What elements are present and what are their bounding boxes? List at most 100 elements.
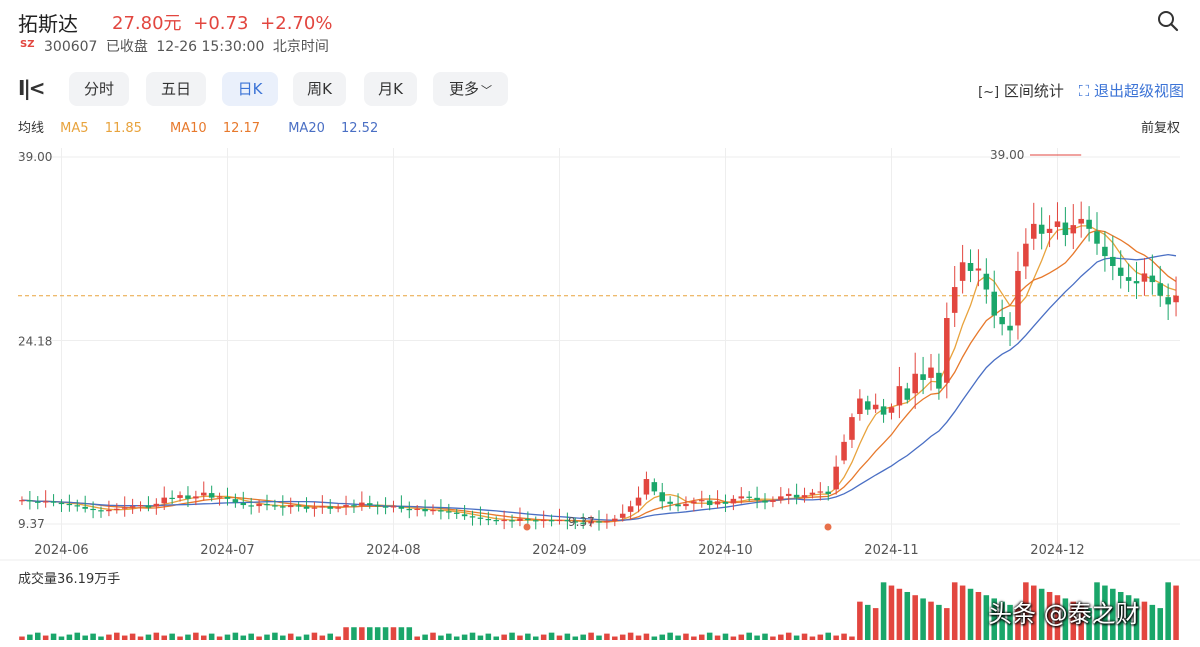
volume-bar (153, 632, 160, 640)
volume-bar (248, 633, 254, 640)
volume-bar (612, 636, 618, 640)
volume-bar (58, 636, 65, 640)
volume-bar (438, 635, 444, 640)
volume-bar (1157, 608, 1164, 640)
candle-body (414, 508, 420, 510)
volume-bar (295, 636, 302, 640)
candle-body (928, 367, 934, 378)
candle-body (50, 501, 57, 503)
volume-bar (327, 633, 334, 640)
max-label: 39.00 (990, 148, 1024, 162)
candle-body (967, 263, 974, 271)
volume-bar (762, 633, 768, 640)
exit-fullscreen-button[interactable]: ⛶ 退出超级视图 (1079, 82, 1184, 100)
volume-bar (548, 632, 555, 640)
candle-body (153, 503, 160, 507)
volume-bar (287, 633, 294, 640)
candle-body (864, 401, 871, 410)
volume-bar (1141, 601, 1148, 640)
tab-five-day[interactable]: 五日 (146, 72, 206, 106)
volume-bar (82, 635, 88, 640)
tab-more[interactable]: 更多 ﹀ (433, 72, 508, 106)
candle-body (596, 521, 602, 523)
candle-body (754, 497, 760, 501)
volume-bar (311, 632, 318, 640)
candle-body (1007, 325, 1013, 331)
candle-body (311, 507, 318, 509)
volume-bar (34, 632, 41, 640)
candle-body (627, 506, 634, 512)
volume-bar (730, 636, 737, 640)
volume-bar (967, 588, 974, 640)
kline-logo-icon: I|< (18, 76, 45, 100)
candle-body (208, 493, 215, 498)
candle-body (501, 519, 507, 522)
volume-bar (667, 632, 673, 640)
volume-bar (161, 635, 168, 640)
candle-body (193, 496, 199, 499)
volume-bar (675, 635, 681, 640)
candle-body (691, 501, 697, 504)
volume-bar (303, 634, 310, 640)
tab-daily-k[interactable]: 日K (222, 72, 278, 106)
kline-chart[interactable]: 39.00 24.18 9.37 2024-06 2024-07 2024-08 2024-… (0, 140, 1200, 647)
quote-time: 12-26 15:30:00 (156, 39, 265, 55)
volume-bar (453, 636, 460, 640)
volume-bar (1173, 585, 1179, 640)
volume-bar (659, 634, 666, 640)
volume-bar (280, 635, 286, 640)
candle-body (793, 494, 800, 498)
candle-body (1157, 283, 1164, 296)
volume-bar (398, 627, 405, 640)
candle-body (382, 506, 389, 508)
candle-body (422, 508, 428, 512)
volume-bar (256, 636, 262, 640)
volume-bar (517, 635, 523, 640)
candle-body (770, 500, 776, 502)
candle-body (722, 501, 729, 504)
candle-body (319, 506, 326, 508)
volume-bar (366, 627, 373, 640)
tab-monthly-k[interactable]: 月K (364, 72, 417, 106)
candle-body (746, 496, 752, 498)
candle-body (351, 505, 357, 507)
market-status: 已收盘 (105, 39, 148, 55)
volume-bar (801, 633, 808, 640)
tab-intraday[interactable]: 分时 (69, 72, 129, 106)
volume-bar (121, 635, 128, 640)
volume-bar (959, 585, 966, 640)
candle-body (604, 521, 610, 523)
volume-bar (1149, 604, 1156, 640)
volume-bar (975, 591, 982, 640)
candle-body (540, 519, 547, 522)
volume-bar (817, 634, 824, 640)
adjust-mode[interactable]: 前复权 (1140, 121, 1180, 136)
candle-body (374, 505, 381, 507)
search-icon[interactable] (1157, 10, 1179, 32)
watermark: 头条 @泰之财 (988, 600, 1140, 628)
volume-bar (912, 595, 918, 640)
candle-body (525, 518, 531, 521)
volume-bar (857, 601, 863, 640)
candle-body (177, 495, 183, 498)
candle-body (359, 502, 365, 506)
range-stats-button[interactable]: [~] 区间统计 (978, 82, 1064, 100)
candle-body (959, 262, 966, 281)
volume-bar (240, 635, 247, 640)
range-stats-label: 区间统计 (1003, 82, 1064, 100)
volume-bar (501, 634, 507, 640)
volume-bar (991, 598, 998, 640)
candle-body (406, 508, 413, 511)
volume-bar (414, 636, 420, 640)
volume-bar (200, 635, 207, 640)
candle-body (287, 505, 294, 508)
price-line: 27.80元 +0.73 +2.70% (112, 9, 338, 35)
candle-body (556, 519, 563, 522)
tab-weekly-k[interactable]: 周K (293, 72, 346, 106)
volume-bar (809, 636, 816, 640)
candle-body (1125, 277, 1132, 281)
candle-body (1110, 256, 1116, 266)
candle-body (1015, 270, 1021, 326)
candle-body (1094, 231, 1100, 244)
volume-bar (904, 591, 911, 640)
